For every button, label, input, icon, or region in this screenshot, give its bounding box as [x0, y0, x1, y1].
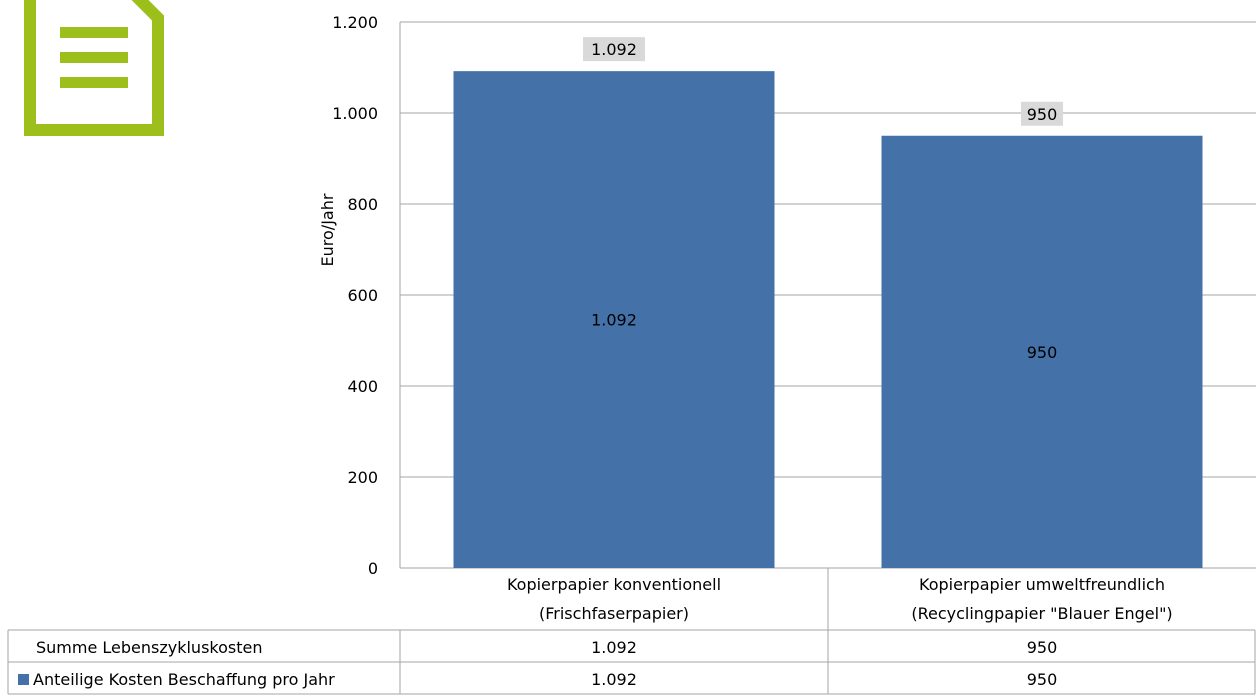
y-axis-title: Euro/Jahr [318, 193, 337, 266]
category-label: (Recyclingpapier "Blauer Engel") [911, 604, 1172, 623]
table-row-name: Anteilige Kosten Beschaffung pro Jahr [33, 670, 335, 689]
y-tick-label: 400 [347, 377, 378, 396]
bar-value-label: 950 [1027, 343, 1058, 362]
table-cell: 1.092 [591, 670, 637, 689]
plot-frame [399, 22, 829, 630]
category-label: (Frischfaserpapier) [539, 604, 689, 623]
y-axis-ticks: 0 200 400 600 800 1.000 1.200 [332, 13, 378, 578]
category-label: Kopierpapier umweltfreundlich [919, 575, 1165, 594]
table-cell: 950 [1027, 670, 1058, 689]
y-tick-label: 1.200 [332, 13, 378, 32]
data-labels: 1.092 1.092 950 950 [583, 37, 1063, 362]
bar [453, 71, 775, 568]
bar [881, 135, 1203, 568]
y-tick-label: 1.000 [332, 104, 378, 123]
total-label-box [1021, 101, 1063, 126]
category-labels: Kopierpapier konventionell (Frischfaserpa… [507, 575, 1173, 623]
y-tick-label: 600 [347, 286, 378, 305]
y-tick-label: 800 [347, 195, 378, 214]
y-tick-label: 0 [368, 559, 378, 578]
legend-key [18, 674, 29, 685]
table-cell: 950 [1027, 638, 1058, 657]
total-value-label: 950 [1027, 105, 1058, 124]
bars [453, 71, 1203, 568]
table-row-name: Summe Lebenszykluskosten [36, 638, 262, 657]
table-cell: 1.092 [591, 638, 637, 657]
total-value-label: 1.092 [591, 40, 637, 59]
data-table: Summe Lebenszykluskosten 1.092 950 Anteilig… [7, 629, 1256, 695]
y-tick-label: 200 [347, 468, 378, 487]
bar-value-label: 1.092 [591, 311, 637, 330]
document-icon [24, 0, 164, 136]
category-label: Kopierpapier konventionell [507, 575, 721, 594]
total-label-box [583, 37, 645, 62]
